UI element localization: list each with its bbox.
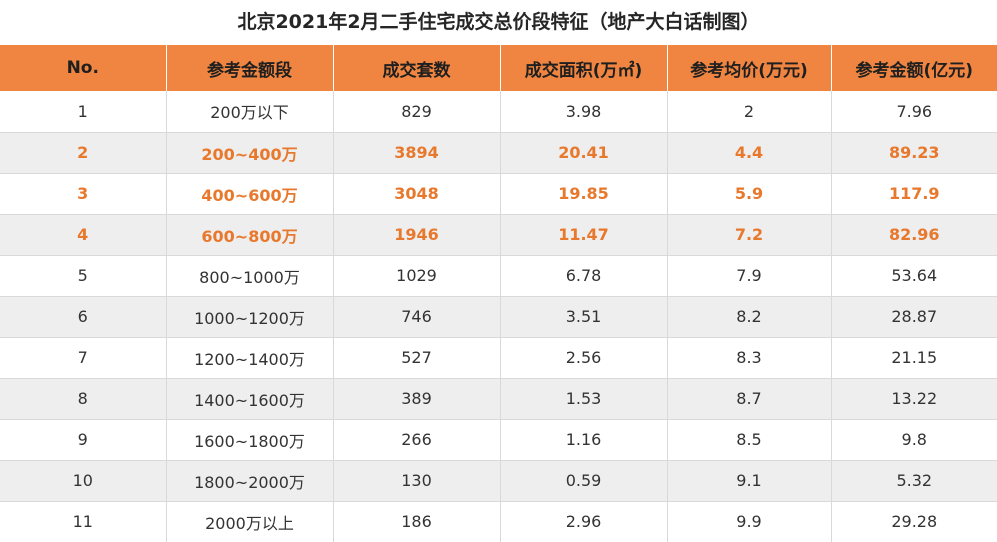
cell-no: 7 — [0, 337, 167, 379]
cell-area: 1.16 — [500, 419, 668, 461]
cell-avg-price: 8.2 — [667, 296, 832, 338]
cell-total-amount: 53.64 — [831, 255, 997, 297]
cell-no: 5 — [0, 255, 167, 297]
cell-no: 10 — [0, 460, 167, 502]
header-no: No. — [0, 45, 167, 91]
cell-amount-range: 600~800万 — [166, 214, 334, 256]
cell-avg-price: 9.9 — [667, 501, 832, 542]
table-row: 9 1600~1800万 266 1.16 8.5 9.8 — [0, 419, 997, 461]
header-units-sold: 成交套数 — [333, 45, 501, 91]
table-row: 2 200~400万 3894 20.41 4.4 89.23 — [0, 132, 997, 174]
cell-amount-range: 1000~1200万 — [166, 296, 334, 338]
header-area: 成交面积(万㎡) — [500, 45, 668, 91]
cell-units-sold: 3894 — [333, 132, 501, 174]
cell-units-sold: 527 — [333, 337, 501, 379]
table-row: 11 2000万以上 186 2.96 9.9 29.28 — [0, 501, 997, 542]
cell-units-sold: 130 — [333, 460, 501, 502]
header-amount-range: 参考金额段 — [166, 45, 334, 91]
cell-area: 2.96 — [500, 501, 668, 542]
cell-units-sold: 266 — [333, 419, 501, 461]
cell-no: 1 — [0, 91, 167, 133]
cell-amount-range: 400~600万 — [166, 173, 334, 215]
cell-amount-range: 1600~1800万 — [166, 419, 334, 461]
cell-avg-price: 8.3 — [667, 337, 832, 379]
cell-total-amount: 9.8 — [831, 419, 997, 461]
cell-area: 2.56 — [500, 337, 668, 379]
cell-amount-range: 200万以下 — [166, 91, 334, 133]
cell-avg-price: 8.7 — [667, 378, 832, 420]
cell-avg-price: 5.9 — [667, 173, 832, 215]
table-row: 8 1400~1600万 389 1.53 8.7 13.22 — [0, 378, 997, 420]
cell-total-amount: 13.22 — [831, 378, 997, 420]
cell-avg-price: 2 — [667, 91, 832, 133]
table-row: 4 600~800万 1946 11.47 7.2 82.96 — [0, 214, 997, 256]
cell-area: 0.59 — [500, 460, 668, 502]
cell-amount-range: 200~400万 — [166, 132, 334, 174]
cell-amount-range: 1200~1400万 — [166, 337, 334, 379]
cell-total-amount: 7.96 — [831, 91, 997, 133]
cell-units-sold: 3048 — [333, 173, 501, 215]
table-row: 3 400~600万 3048 19.85 5.9 117.9 — [0, 173, 997, 215]
cell-total-amount: 5.32 — [831, 460, 997, 502]
cell-no: 6 — [0, 296, 167, 338]
cell-no: 8 — [0, 378, 167, 420]
table-title: 北京2021年2月二手住宅成交总价段特征（地产大白话制图） — [0, 0, 997, 45]
cell-units-sold: 186 — [333, 501, 501, 542]
price-segment-table: No. 参考金额段 成交套数 成交面积(万㎡) 参考均价(万元) 参考金额(亿元… — [0, 45, 997, 542]
cell-total-amount: 21.15 — [831, 337, 997, 379]
cell-amount-range: 1800~2000万 — [166, 460, 334, 502]
table-row: 1 200万以下 829 3.98 2 7.96 — [0, 91, 997, 133]
cell-total-amount: 29.28 — [831, 501, 997, 542]
cell-amount-range: 1400~1600万 — [166, 378, 334, 420]
cell-units-sold: 1946 — [333, 214, 501, 256]
cell-no: 11 — [0, 501, 167, 542]
table-row: 7 1200~1400万 527 2.56 8.3 21.15 — [0, 337, 997, 379]
table-row: 5 800~1000万 1029 6.78 7.9 53.64 — [0, 255, 997, 297]
cell-no: 9 — [0, 419, 167, 461]
cell-avg-price: 7.2 — [667, 214, 832, 256]
cell-units-sold: 829 — [333, 91, 501, 133]
cell-total-amount: 89.23 — [831, 132, 997, 174]
cell-avg-price: 4.4 — [667, 132, 832, 174]
cell-total-amount: 28.87 — [831, 296, 997, 338]
cell-area: 3.51 — [500, 296, 668, 338]
cell-units-sold: 746 — [333, 296, 501, 338]
cell-units-sold: 389 — [333, 378, 501, 420]
cell-no: 2 — [0, 132, 167, 174]
cell-area: 3.98 — [500, 91, 668, 133]
cell-area: 11.47 — [500, 214, 668, 256]
cell-avg-price: 9.1 — [667, 460, 832, 502]
cell-amount-range: 800~1000万 — [166, 255, 334, 297]
cell-avg-price: 7.9 — [667, 255, 832, 297]
header-avg-price: 参考均价(万元) — [667, 45, 832, 91]
cell-amount-range: 2000万以上 — [166, 501, 334, 542]
header-total-amount: 参考金额(亿元) — [855, 60, 974, 81]
cell-units-sold: 1029 — [333, 255, 501, 297]
cell-area: 6.78 — [500, 255, 668, 297]
header-row: No. 参考金额段 成交套数 成交面积(万㎡) 参考均价(万元) 参考金额(亿元… — [0, 45, 997, 91]
table-row: 10 1800~2000万 130 0.59 9.1 5.32 — [0, 460, 997, 502]
table-row: 6 1000~1200万 746 3.51 8.2 28.87 — [0, 296, 997, 338]
cell-area: 1.53 — [500, 378, 668, 420]
cell-area: 20.41 — [500, 132, 668, 174]
cell-area: 19.85 — [500, 173, 668, 215]
cell-no: 4 — [0, 214, 167, 256]
cell-total-amount: 82.96 — [831, 214, 997, 256]
cell-avg-price: 8.5 — [667, 419, 832, 461]
cell-total-amount: 117.9 — [831, 173, 997, 215]
cell-no: 3 — [0, 173, 167, 215]
